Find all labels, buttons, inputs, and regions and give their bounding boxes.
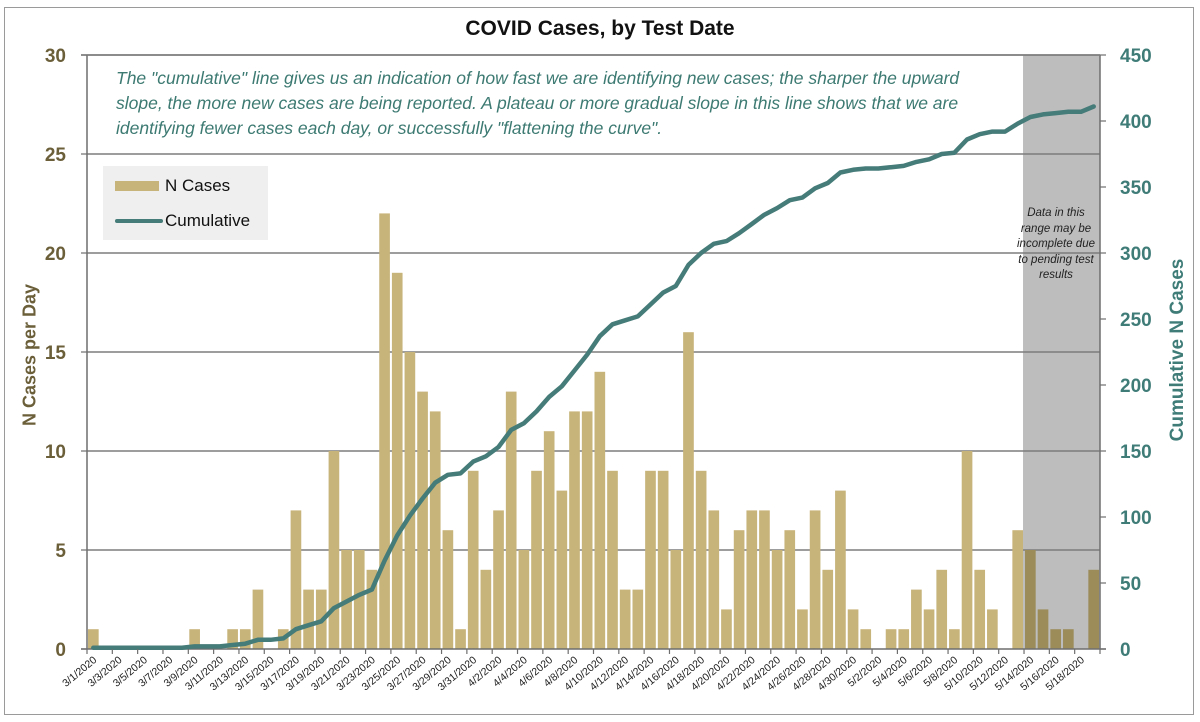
- bar: [480, 569, 492, 649]
- y-tick-label-left: 25: [45, 145, 67, 166]
- bar: [949, 629, 960, 649]
- bar: [759, 510, 770, 649]
- bar: [733, 530, 745, 649]
- bar: [467, 470, 479, 649]
- y-tick-label-left: 5: [55, 541, 66, 562]
- bar: [695, 470, 707, 649]
- bar: [252, 589, 264, 649]
- bar: [1037, 609, 1049, 649]
- bar: [708, 510, 720, 649]
- y-tick-label-right: 450: [1120, 46, 1152, 67]
- y-tick-label-right: 150: [1120, 442, 1152, 463]
- bar: [632, 589, 644, 649]
- chart-title: COVID Cases, by Test Date: [465, 17, 735, 40]
- bar: [594, 371, 606, 649]
- bar: [809, 510, 821, 649]
- shaded-region-note: Data in this range may be incomplete due…: [1017, 207, 1095, 281]
- bar: [417, 391, 428, 649]
- bar: [987, 609, 998, 649]
- bar: [974, 569, 986, 649]
- y-tick-label-left: 15: [45, 343, 67, 364]
- y-tick-label-right: 100: [1120, 508, 1152, 529]
- bar: [505, 391, 517, 649]
- bar: [898, 629, 910, 649]
- y-tick-label-left: 0: [55, 640, 66, 661]
- bar: [657, 470, 669, 649]
- bar: [835, 490, 846, 649]
- bar: [936, 569, 948, 649]
- chart-legend: N Cases Cumulative: [103, 166, 268, 240]
- bar: [885, 629, 897, 649]
- bar: [721, 609, 732, 649]
- bar: [88, 629, 99, 649]
- bar: [746, 510, 758, 649]
- y-tick-label-right: 250: [1120, 310, 1152, 331]
- bar: [961, 451, 973, 649]
- bar: [569, 411, 580, 649]
- bar: [670, 550, 682, 649]
- bar: [581, 411, 593, 649]
- bar: [518, 550, 530, 649]
- y-tick-label-left: 20: [45, 244, 66, 265]
- bar: [290, 510, 302, 649]
- bar: [645, 470, 656, 649]
- y-tick-label-right: 300: [1120, 244, 1152, 265]
- bar: [328, 451, 340, 649]
- y-tick-label-right: 50: [1120, 574, 1141, 595]
- y-tick-label-left: 10: [45, 442, 66, 463]
- bar: [1025, 550, 1036, 649]
- bar: [771, 550, 783, 649]
- bar: [923, 609, 935, 649]
- bar: [822, 569, 834, 649]
- bar: [619, 589, 631, 649]
- legend-item-n-cases: N Cases: [115, 176, 230, 196]
- legend-swatch-line: [115, 219, 163, 223]
- y-axis-label-right: Cumulative N Cases: [1167, 258, 1188, 442]
- bar: [797, 609, 808, 649]
- bar: [493, 510, 504, 649]
- bar: [1088, 569, 1099, 649]
- bar: [531, 470, 542, 649]
- bar: [429, 411, 441, 649]
- chart-annotation: The "cumulative" line gives us an indica…: [116, 68, 960, 138]
- y-tick-label-right: 400: [1120, 112, 1152, 133]
- bar: [543, 431, 555, 649]
- bar: [442, 530, 454, 649]
- y-tick-label-right: 350: [1120, 178, 1152, 199]
- bar: [366, 569, 378, 649]
- y-tick-label-right: 0: [1120, 640, 1131, 661]
- bar: [303, 589, 314, 649]
- legend-item-cumulative: Cumulative: [115, 211, 250, 231]
- y-tick-label-left: 30: [45, 46, 66, 67]
- bar: [683, 332, 694, 649]
- bar: [1012, 530, 1024, 649]
- legend-label: Cumulative: [165, 211, 251, 230]
- bar: [1063, 629, 1074, 649]
- bar: [227, 629, 238, 649]
- y-axis-label-left: N Cases per Day: [19, 283, 40, 427]
- cumulative-line: [91, 104, 1096, 650]
- bar: [379, 213, 390, 649]
- bar: [860, 629, 872, 649]
- y-tick-label-right: 200: [1120, 376, 1152, 397]
- bar: [847, 609, 859, 649]
- bar: [784, 530, 796, 649]
- bar: [353, 550, 365, 649]
- bar: [189, 629, 200, 649]
- bar: [391, 272, 403, 649]
- bar: [607, 470, 618, 649]
- legend-label: N Cases: [165, 176, 231, 195]
- bar: [556, 490, 568, 649]
- bar: [455, 629, 466, 649]
- bar: [911, 589, 922, 649]
- bar: [1050, 629, 1062, 649]
- bar: [239, 629, 251, 649]
- legend-swatch-bar: [115, 181, 159, 191]
- bar: [404, 352, 416, 649]
